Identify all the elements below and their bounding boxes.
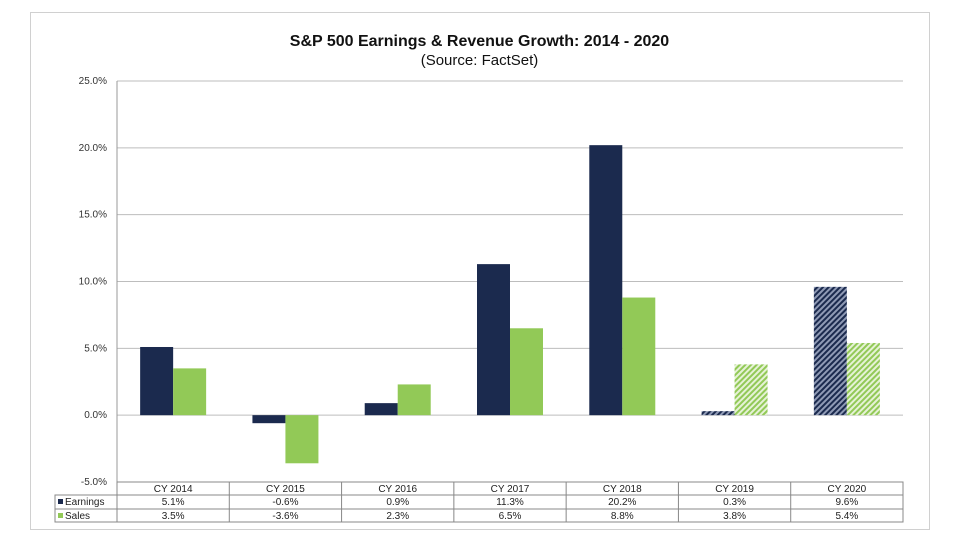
category-label: CY 2017	[491, 484, 530, 495]
bar-earnings	[813, 286, 847, 416]
bar-earnings	[252, 415, 286, 424]
y-tick-label: 15.0%	[79, 210, 107, 221]
data-label: 2.3%	[386, 511, 409, 522]
bar-earnings	[701, 411, 735, 416]
bar-sales	[173, 368, 207, 416]
data-label: 0.9%	[386, 497, 409, 508]
bar-sales	[510, 328, 543, 416]
bar-sales	[846, 342, 880, 416]
category-label: CY 2018	[603, 484, 642, 495]
legend-swatch-sales	[58, 513, 63, 518]
chart-subtitle: (Source: FactSet)	[420, 52, 539, 69]
chart-frame	[30, 12, 930, 530]
data-label: -0.6%	[272, 497, 298, 508]
bar-sales	[285, 415, 319, 464]
bar-sales	[734, 364, 768, 416]
y-tick-label: 25.0%	[79, 76, 107, 87]
data-label: 3.5%	[162, 511, 185, 522]
y-tick-label: 5.0%	[84, 343, 107, 354]
category-label: CY 2016	[378, 484, 417, 495]
data-label: 5.4%	[835, 511, 858, 522]
data-label: -3.6%	[272, 511, 298, 522]
y-tick-label: -5.0%	[81, 477, 107, 488]
y-tick-label: 0.0%	[84, 410, 107, 421]
chart-title: S&P 500 Earnings & Revenue Growth: 2014 …	[289, 33, 670, 50]
legend-label: Sales	[65, 511, 90, 522]
bar-earnings	[364, 403, 398, 416]
data-label: 5.1%	[162, 497, 185, 508]
bar-earnings	[589, 145, 623, 416]
data-label: 3.8%	[723, 511, 746, 522]
bar-earnings	[140, 346, 174, 416]
legend-swatch-earnings	[58, 499, 63, 504]
category-label: CY 2015	[266, 484, 305, 495]
data-label: 0.3%	[723, 497, 746, 508]
data-label: 8.8%	[611, 511, 634, 522]
category-label: CY 2019	[715, 484, 754, 495]
legend-label: Earnings	[65, 497, 104, 508]
data-label: 9.6%	[835, 497, 858, 508]
data-label: 20.2%	[608, 497, 636, 508]
category-label: CY 2014	[154, 484, 193, 495]
bar-sales	[622, 297, 656, 416]
y-tick-label: 20.0%	[79, 143, 107, 154]
data-label: 11.3%	[496, 497, 524, 508]
data-label: 6.5%	[499, 511, 522, 522]
y-tick-label: 10.0%	[79, 277, 107, 288]
bar-sales	[397, 384, 431, 416]
category-label: CY 2020	[827, 484, 866, 495]
bar-earnings	[477, 264, 510, 416]
